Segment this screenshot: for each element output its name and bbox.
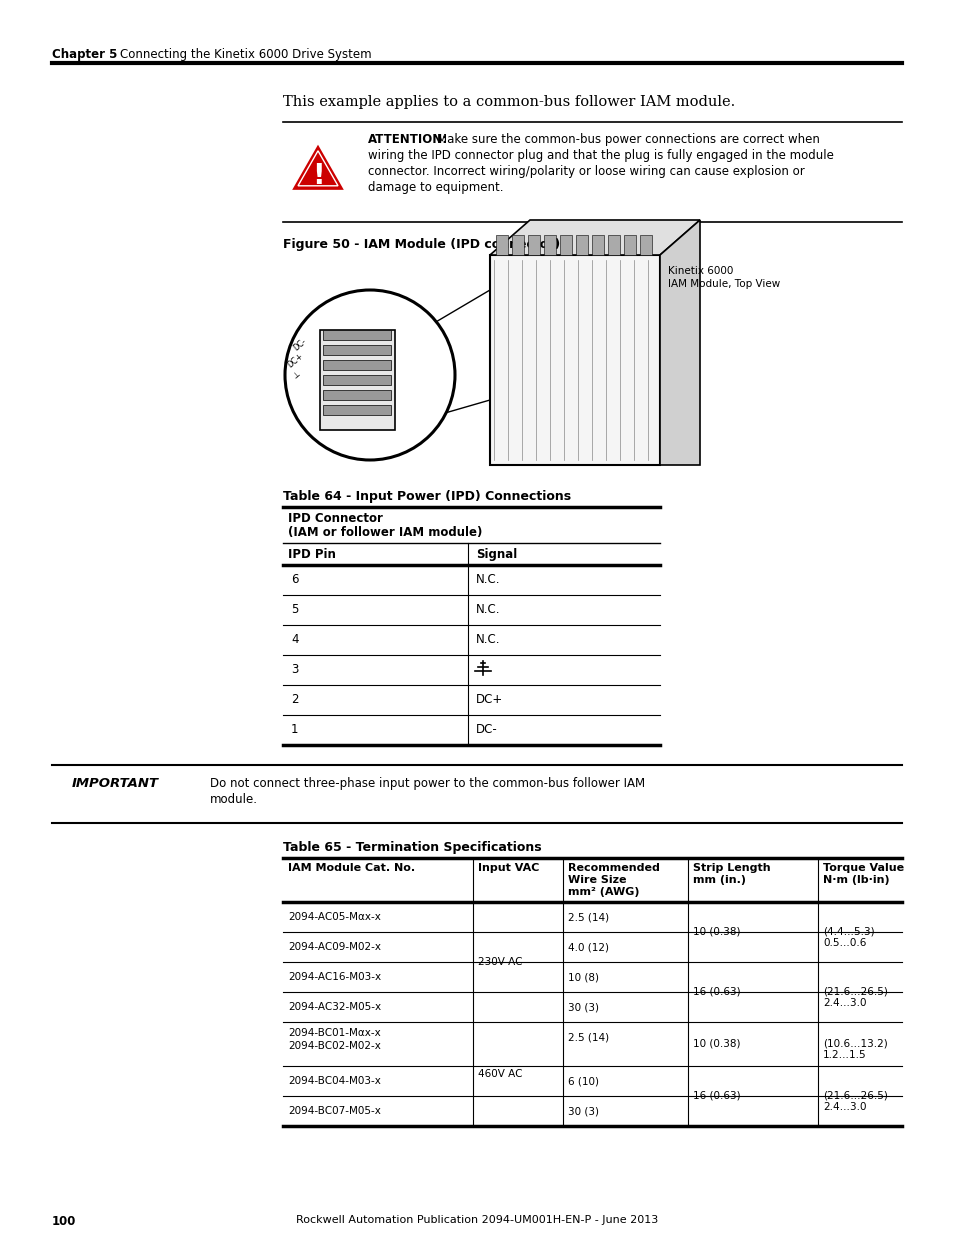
Text: 4: 4 xyxy=(291,634,298,646)
Text: 16 (0.63): 16 (0.63) xyxy=(692,1091,740,1100)
Text: Rockwell Automation Publication 2094-UM001H-EN-P - June 2013: Rockwell Automation Publication 2094-UM0… xyxy=(295,1215,658,1225)
Text: IAM Module Cat. No.: IAM Module Cat. No. xyxy=(288,863,415,873)
Bar xyxy=(512,235,523,254)
Text: 10 (0.38): 10 (0.38) xyxy=(692,1039,740,1049)
Circle shape xyxy=(285,290,455,459)
Text: (21.6…26.5): (21.6…26.5) xyxy=(822,986,887,995)
Text: mm² (AWG): mm² (AWG) xyxy=(567,887,639,897)
Text: Strip Length: Strip Length xyxy=(692,863,770,873)
Text: 2094-BC04-M03-x: 2094-BC04-M03-x xyxy=(288,1076,380,1086)
Text: 230V AC: 230V AC xyxy=(477,957,522,967)
Bar xyxy=(607,235,619,254)
Text: 2: 2 xyxy=(291,693,298,706)
Text: 30 (3): 30 (3) xyxy=(567,1107,598,1116)
Text: 16 (0.63): 16 (0.63) xyxy=(692,987,740,997)
Text: IPD Pin: IPD Pin xyxy=(288,548,335,561)
Polygon shape xyxy=(490,220,700,254)
Bar xyxy=(639,235,651,254)
Text: Table 65 - Termination Specifications: Table 65 - Termination Specifications xyxy=(283,841,541,853)
Bar xyxy=(559,235,572,254)
Text: 0.5…0.6: 0.5…0.6 xyxy=(822,939,865,948)
Text: module.: module. xyxy=(210,793,257,806)
Text: (IAM or follower IAM module): (IAM or follower IAM module) xyxy=(288,526,482,538)
Bar xyxy=(323,405,391,415)
Text: DC-: DC- xyxy=(476,722,497,736)
Text: Table 64 - Input Power (IPD) Connections: Table 64 - Input Power (IPD) Connections xyxy=(283,490,571,503)
Text: wiring the IPD connector plug and that the plug is fully engaged in the module: wiring the IPD connector plug and that t… xyxy=(368,149,833,162)
Text: Input VAC: Input VAC xyxy=(477,863,538,873)
Text: 1.2…1.5: 1.2…1.5 xyxy=(822,1050,865,1060)
Text: (10.6…13.2): (10.6…13.2) xyxy=(822,1037,887,1049)
Text: 30 (3): 30 (3) xyxy=(567,1002,598,1011)
Text: Signal: Signal xyxy=(476,548,517,561)
Text: ⊥: ⊥ xyxy=(291,369,302,380)
Text: 10 (0.38): 10 (0.38) xyxy=(692,927,740,937)
Text: Torque Value: Torque Value xyxy=(822,863,903,873)
Text: 3: 3 xyxy=(291,663,298,676)
Text: 10 (8): 10 (8) xyxy=(567,972,598,982)
Bar xyxy=(323,345,391,354)
Text: Recommended: Recommended xyxy=(567,863,659,873)
Text: mm (in.): mm (in.) xyxy=(692,876,745,885)
Polygon shape xyxy=(659,220,700,466)
Text: 2094-AC05-Mαx-x: 2094-AC05-Mαx-x xyxy=(288,911,380,923)
Text: (4.4…5.3): (4.4…5.3) xyxy=(822,926,874,936)
Text: 1: 1 xyxy=(291,722,298,736)
Bar xyxy=(323,330,391,340)
Bar xyxy=(623,235,636,254)
Text: 100: 100 xyxy=(52,1215,76,1228)
Text: 2.4…3.0: 2.4…3.0 xyxy=(822,1102,865,1112)
Bar xyxy=(323,359,391,370)
Text: Wire Size: Wire Size xyxy=(567,876,626,885)
Text: This example applies to a common-bus follower IAM module.: This example applies to a common-bus fol… xyxy=(283,95,735,109)
Polygon shape xyxy=(294,147,341,189)
Bar xyxy=(543,235,556,254)
Text: 6 (10): 6 (10) xyxy=(567,1076,598,1086)
Text: IAM Module, Top View: IAM Module, Top View xyxy=(667,279,780,289)
Text: Connecting the Kinetix 6000 Drive System: Connecting the Kinetix 6000 Drive System xyxy=(120,48,372,61)
Text: 2094-AC32-M05-x: 2094-AC32-M05-x xyxy=(288,1002,381,1011)
Bar xyxy=(527,235,539,254)
Text: Figure 50 - IAM Module (IPD connector): Figure 50 - IAM Module (IPD connector) xyxy=(283,238,559,251)
Text: DC-: DC- xyxy=(292,337,308,353)
Text: !: ! xyxy=(312,162,324,190)
Text: 2094-BC07-M05-x: 2094-BC07-M05-x xyxy=(288,1107,380,1116)
Text: 6: 6 xyxy=(291,573,298,585)
Text: DC+: DC+ xyxy=(286,351,305,369)
Text: IMPORTANT: IMPORTANT xyxy=(71,777,159,790)
Text: IPD Connector: IPD Connector xyxy=(288,513,382,525)
Text: N.C.: N.C. xyxy=(476,634,500,646)
Text: 2.5 (14): 2.5 (14) xyxy=(567,911,608,923)
Text: 2094-BC01-Mαx-x: 2094-BC01-Mαx-x xyxy=(288,1028,380,1037)
Text: (21.6…26.5): (21.6…26.5) xyxy=(822,1091,887,1100)
Text: 460V AC: 460V AC xyxy=(477,1070,522,1079)
Text: Make sure the common-bus power connections are correct when: Make sure the common-bus power connectio… xyxy=(436,133,819,146)
Text: N.C.: N.C. xyxy=(476,573,500,585)
Text: ATTENTION:: ATTENTION: xyxy=(368,133,448,146)
Text: connector. Incorrect wiring/polarity or loose wiring can cause explosion or: connector. Incorrect wiring/polarity or … xyxy=(368,165,804,178)
Text: 5: 5 xyxy=(291,603,298,616)
Text: N.C.: N.C. xyxy=(476,603,500,616)
Text: 4.0 (12): 4.0 (12) xyxy=(567,942,608,952)
Text: 2.5 (14): 2.5 (14) xyxy=(567,1032,608,1042)
Bar xyxy=(323,375,391,385)
Text: 2094-AC16-M03-x: 2094-AC16-M03-x xyxy=(288,972,381,982)
Bar xyxy=(576,235,587,254)
Bar xyxy=(496,235,507,254)
Polygon shape xyxy=(490,254,659,466)
Bar xyxy=(323,390,391,400)
Text: DC+: DC+ xyxy=(476,693,503,706)
Text: 2.4…3.0: 2.4…3.0 xyxy=(822,998,865,1008)
Text: 2094-BC02-M02-x: 2094-BC02-M02-x xyxy=(288,1041,380,1051)
Polygon shape xyxy=(319,330,395,430)
Text: damage to equipment.: damage to equipment. xyxy=(368,182,503,194)
Text: 2094-AC09-M02-x: 2094-AC09-M02-x xyxy=(288,942,380,952)
Text: Kinetix 6000: Kinetix 6000 xyxy=(667,266,733,275)
Bar xyxy=(592,235,603,254)
Text: N·m (lb·in): N·m (lb·in) xyxy=(822,876,889,885)
Text: Do not connect three-phase input power to the common-bus follower IAM: Do not connect three-phase input power t… xyxy=(210,777,644,790)
Text: Chapter 5: Chapter 5 xyxy=(52,48,117,61)
